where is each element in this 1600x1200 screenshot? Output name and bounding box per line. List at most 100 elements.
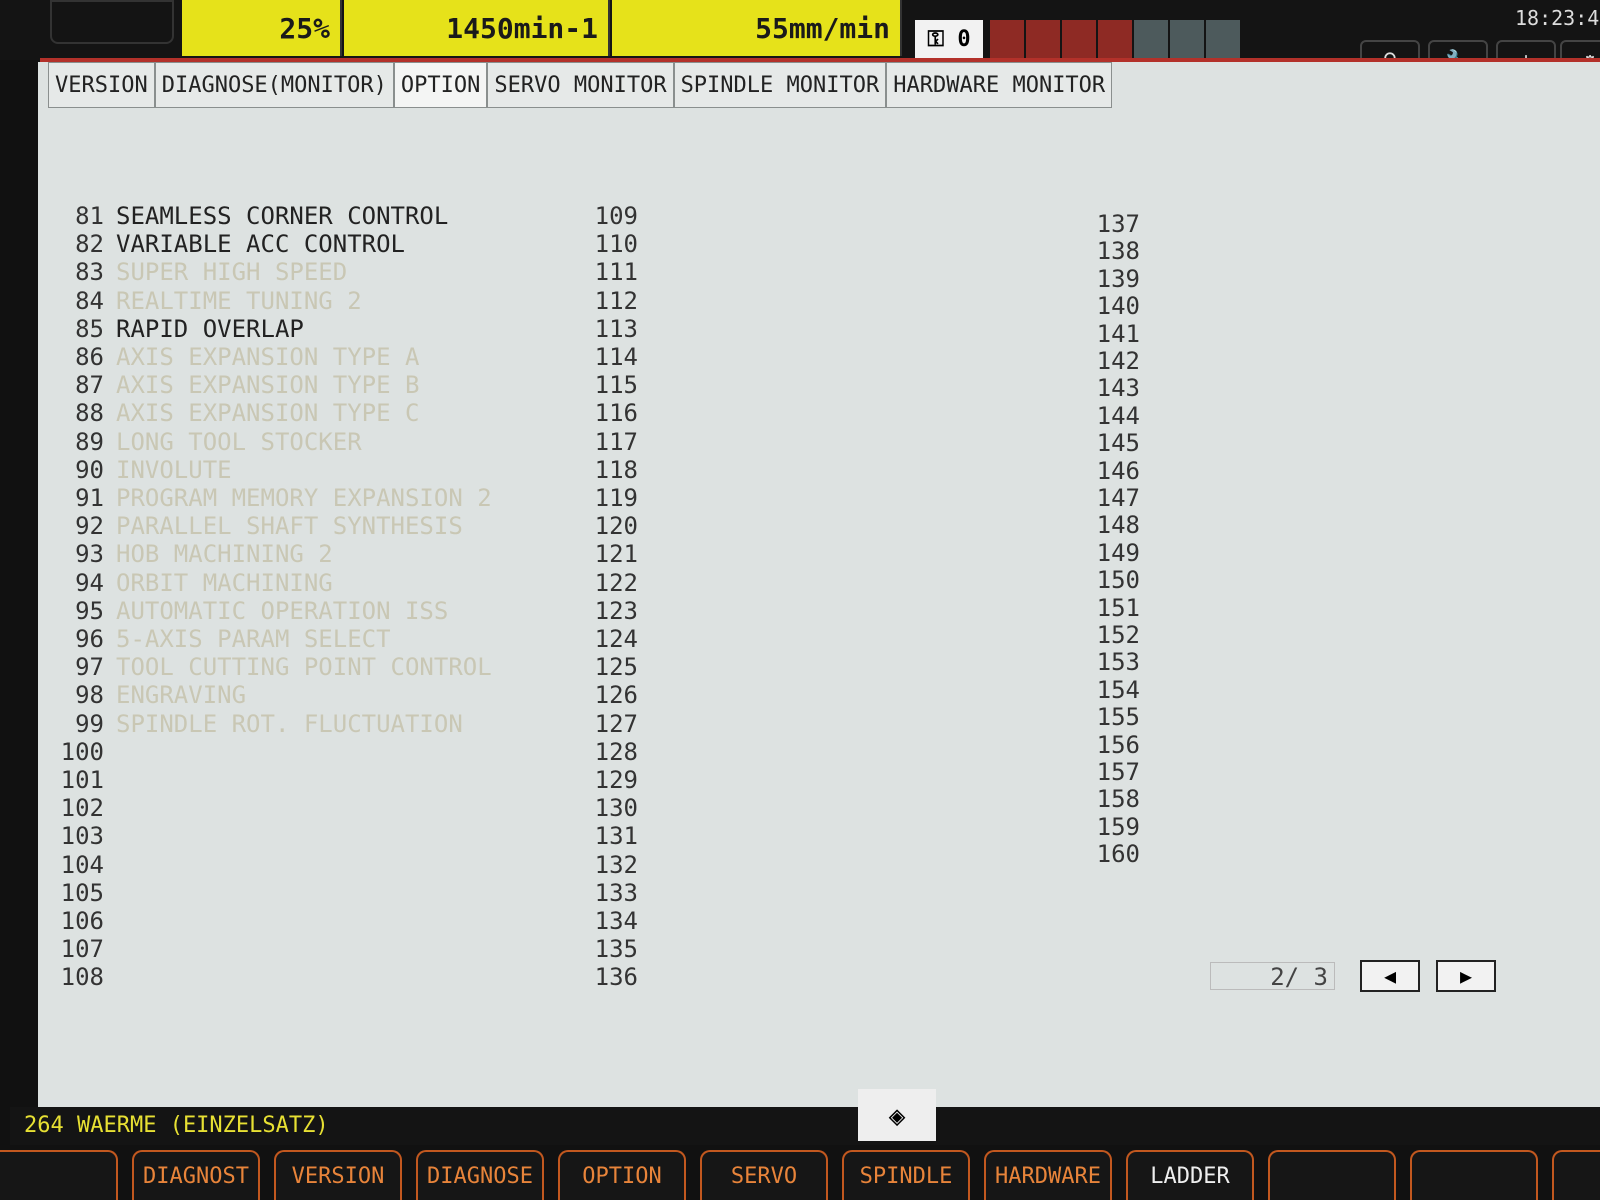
option-row: 84 REALTIME TUNING 2 — [48, 287, 362, 315]
option-number: 135 — [594, 935, 638, 964]
option-number: 153 — [1096, 648, 1140, 677]
option-number: 113 — [594, 314, 638, 343]
option-number: 159 — [1096, 812, 1140, 841]
option-number: 157 — [1096, 758, 1140, 786]
option-number: 97 — [75, 653, 104, 682]
option-number: 150 — [1096, 566, 1140, 595]
option-name: SPINDLE ROT. FLUCTUATION — [116, 709, 463, 738]
option-number: 127 — [594, 709, 638, 738]
option-number: 156 — [1096, 730, 1140, 759]
status-icon — [990, 20, 1024, 58]
option-number: 104 — [60, 850, 104, 879]
option-number: 142 — [1096, 347, 1140, 375]
option-number: 137 — [1096, 210, 1140, 238]
option-name: PROGRAM MEMORY EXPANSION 2 — [116, 484, 492, 512]
option-row: 96 5-AXIS PARAM SELECT — [48, 625, 391, 653]
option-number: 143 — [1096, 374, 1140, 403]
option-name: 5-AXIS PARAM SELECT — [116, 625, 391, 653]
option-screen: VERSION DIAGNOSE(MONITOR) OPTION SERVO M… — [38, 62, 1600, 1107]
softkey-blank[interactable] — [1552, 1150, 1600, 1200]
option-number: 133 — [594, 878, 638, 907]
option-row: 93 HOB MACHINING 2 — [48, 540, 333, 568]
option-name: INVOLUTE — [116, 455, 232, 484]
emergency-icon — [50, 0, 174, 44]
option-number: 102 — [60, 794, 104, 823]
option-name: PARALLEL SHAFT SYNTHESIS — [116, 512, 463, 541]
option-number: 91 — [75, 484, 104, 512]
option-name: VARIABLE ACC CONTROL — [116, 230, 405, 259]
message-bar: 264 WAERME (EINZELSATZ) ◈ — [10, 1089, 1600, 1145]
status-icon — [1098, 20, 1132, 58]
softkey-option[interactable]: OPTION — [558, 1150, 686, 1200]
option-number: 139 — [1096, 264, 1140, 293]
tab-bar: VERSION DIAGNOSE(MONITOR) OPTION SERVO M… — [48, 62, 1113, 108]
option-number: 94 — [75, 568, 104, 597]
softkey-blank[interactable] — [1410, 1150, 1538, 1200]
option-number: 84 — [75, 286, 104, 315]
option-name: AXIS EXPANSION TYPE A — [116, 343, 420, 371]
tab-hardware-monitor[interactable]: HARDWARE MONITOR — [886, 62, 1113, 108]
option-number: 106 — [60, 907, 104, 935]
option-number: 111 — [594, 258, 638, 287]
softkey-spindle[interactable]: SPINDLE — [842, 1150, 970, 1200]
tab-version[interactable]: VERSION — [48, 62, 155, 108]
option-number: 89 — [75, 427, 104, 456]
next-page-button[interactable]: ▶ — [1436, 960, 1496, 992]
option-number: 117 — [594, 427, 638, 456]
option-number: 128 — [594, 737, 638, 766]
prev-page-button[interactable]: ◀ — [1360, 960, 1420, 992]
option-number: 105 — [60, 878, 104, 907]
option-number: 100 — [60, 737, 104, 766]
option-number: 109 — [594, 202, 638, 230]
option-number: 87 — [75, 371, 104, 400]
option-number: 82 — [75, 230, 104, 259]
option-row: 100 — [48, 738, 116, 766]
option-number: 145 — [1096, 429, 1140, 458]
tab-servo-monitor[interactable]: SERVO MONITOR — [487, 62, 674, 108]
option-name: ENGRAVING — [116, 681, 247, 710]
option-number: 99 — [75, 709, 104, 738]
softkey-blank[interactable] — [0, 1150, 118, 1200]
softkey-servo[interactable]: SERVO — [700, 1150, 828, 1200]
option-row: 104 — [48, 851, 116, 879]
status-icon — [1062, 20, 1096, 58]
softkey-diagnose[interactable]: DIAGNOSE — [416, 1150, 544, 1200]
tab-spindle-monitor[interactable]: SPINDLE MONITOR — [673, 62, 887, 108]
softkey-version[interactable]: VERSION — [274, 1150, 402, 1200]
option-number: 81 — [75, 202, 104, 230]
tab-option[interactable]: OPTION — [393, 62, 488, 108]
option-number: 149 — [1096, 538, 1140, 567]
option-number: 123 — [594, 596, 638, 625]
option-number: 144 — [1096, 401, 1140, 430]
option-number: 119 — [594, 484, 638, 512]
option-number: 152 — [1096, 621, 1140, 649]
override-display: 25% — [182, 0, 342, 56]
softkey-diagnost[interactable]: DIAGNOST — [132, 1150, 260, 1200]
option-number: 132 — [594, 850, 638, 879]
softkey-blank[interactable] — [1268, 1150, 1396, 1200]
option-number: 112 — [594, 286, 638, 315]
option-row: 98 ENGRAVING — [48, 681, 246, 709]
option-number: 160 — [1096, 840, 1140, 869]
option-number: 130 — [594, 794, 638, 823]
option-row: 94 ORBIT MACHINING — [48, 569, 333, 597]
option-name: SUPER HIGH SPEED — [116, 258, 348, 287]
option-number: 114 — [594, 343, 638, 371]
clock: 18:23:49 — [1515, 6, 1600, 30]
softkey-ladder[interactable]: LADDER — [1126, 1150, 1254, 1200]
option-number: 116 — [594, 399, 638, 428]
status-icon — [1134, 20, 1168, 58]
option-number: 120 — [594, 512, 638, 541]
tab-diagnose[interactable]: DIAGNOSE(MONITOR) — [154, 62, 394, 108]
option-row: 92 PARALLEL SHAFT SYNTHESIS — [48, 512, 463, 540]
option-row: 89 LONG TOOL STOCKER — [48, 428, 362, 456]
option-number: 83 — [75, 258, 104, 287]
option-number: 101 — [60, 766, 104, 794]
option-number: 125 — [594, 653, 638, 682]
mode-icon[interactable]: ◈ — [858, 1089, 936, 1141]
option-number: 129 — [594, 766, 638, 794]
option-row: 86 AXIS EXPANSION TYPE A — [48, 343, 419, 371]
softkey-hardware[interactable]: HARDWARE — [984, 1150, 1112, 1200]
option-number: 107 — [60, 935, 104, 964]
option-row: 103 — [48, 822, 116, 850]
